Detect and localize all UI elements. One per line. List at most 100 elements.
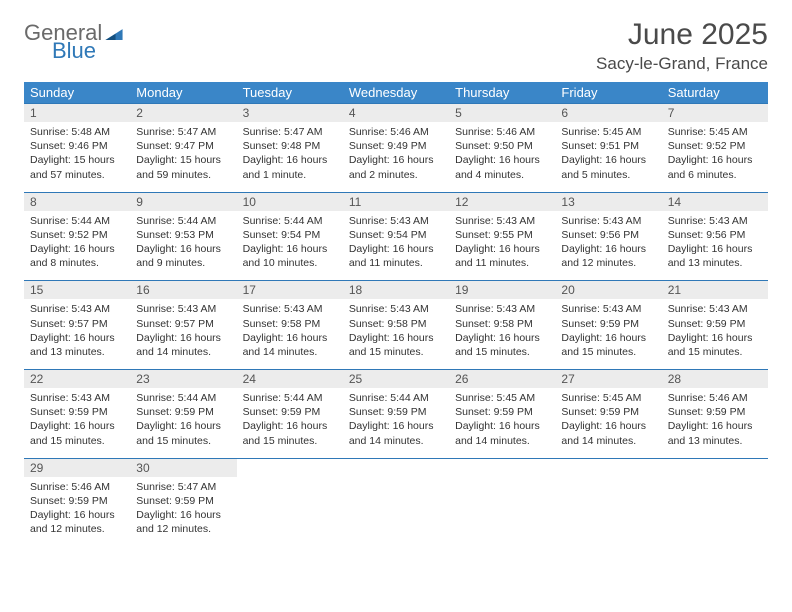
sunrise-line: Sunrise: 5:43 AM (30, 302, 124, 316)
day-detail-cell: Sunrise: 5:43 AMSunset: 9:57 PMDaylight:… (24, 299, 130, 369)
daylight-line: Daylight: 16 hours and 8 minutes. (30, 242, 124, 270)
week-detail-row: Sunrise: 5:48 AMSunset: 9:46 PMDaylight:… (24, 122, 768, 192)
month-title: June 2025 (596, 18, 768, 52)
sunrise-line: Sunrise: 5:44 AM (243, 214, 337, 228)
sunrise-line: Sunrise: 5:46 AM (349, 125, 443, 139)
dow-saturday: Saturday (662, 82, 768, 104)
sunset-line: Sunset: 9:59 PM (561, 317, 655, 331)
day-detail-cell: Sunrise: 5:43 AMSunset: 9:59 PMDaylight:… (662, 299, 768, 369)
sunrise-line: Sunrise: 5:48 AM (30, 125, 124, 139)
day-detail-cell: Sunrise: 5:43 AMSunset: 9:56 PMDaylight:… (555, 211, 661, 281)
day-number-cell: 3 (237, 104, 343, 123)
day-detail-cell: Sunrise: 5:48 AMSunset: 9:46 PMDaylight:… (24, 122, 130, 192)
daylight-line: Daylight: 16 hours and 2 minutes. (349, 153, 443, 181)
day-number-cell: 21 (662, 281, 768, 300)
header: GeneralBlue June 2025 Sacy-le-Grand, Fra… (24, 18, 768, 74)
sunset-line: Sunset: 9:59 PM (561, 405, 655, 419)
sunset-line: Sunset: 9:54 PM (243, 228, 337, 242)
daylight-line: Daylight: 16 hours and 14 minutes. (349, 419, 443, 447)
day-number-cell: 14 (662, 192, 768, 211)
dow-monday: Monday (130, 82, 236, 104)
location-label: Sacy-le-Grand, France (596, 54, 768, 74)
day-number-cell: 11 (343, 192, 449, 211)
sunset-line: Sunset: 9:58 PM (455, 317, 549, 331)
day-detail-cell: Sunrise: 5:44 AMSunset: 9:54 PMDaylight:… (237, 211, 343, 281)
sunset-line: Sunset: 9:58 PM (243, 317, 337, 331)
sunset-line: Sunset: 9:59 PM (136, 405, 230, 419)
day-number-cell: 6 (555, 104, 661, 123)
sunset-line: Sunset: 9:55 PM (455, 228, 549, 242)
sunset-line: Sunset: 9:59 PM (349, 405, 443, 419)
day-number-cell: 22 (24, 370, 130, 389)
day-number-cell: 18 (343, 281, 449, 300)
sunrise-line: Sunrise: 5:47 AM (136, 480, 230, 494)
day-number-cell: 19 (449, 281, 555, 300)
sunrise-line: Sunrise: 5:43 AM (349, 214, 443, 228)
sunrise-line: Sunrise: 5:45 AM (561, 125, 655, 139)
sunrise-line: Sunrise: 5:47 AM (136, 125, 230, 139)
title-block: June 2025 Sacy-le-Grand, France (596, 18, 768, 74)
dow-tuesday: Tuesday (237, 82, 343, 104)
day-detail-cell: Sunrise: 5:44 AMSunset: 9:53 PMDaylight:… (130, 211, 236, 281)
day-detail-cell (343, 477, 449, 547)
day-number-cell (343, 458, 449, 477)
day-number-cell: 5 (449, 104, 555, 123)
daylight-line: Daylight: 16 hours and 13 minutes. (668, 419, 762, 447)
week-daynum-row: 22232425262728 (24, 370, 768, 389)
day-detail-cell: Sunrise: 5:43 AMSunset: 9:54 PMDaylight:… (343, 211, 449, 281)
day-detail-cell: Sunrise: 5:44 AMSunset: 9:59 PMDaylight:… (130, 388, 236, 458)
daylight-line: Daylight: 16 hours and 14 minutes. (243, 331, 337, 359)
week-daynum-row: 891011121314 (24, 192, 768, 211)
sunset-line: Sunset: 9:59 PM (30, 494, 124, 508)
sunrise-line: Sunrise: 5:44 AM (30, 214, 124, 228)
dow-wednesday: Wednesday (343, 82, 449, 104)
day-number-cell: 17 (237, 281, 343, 300)
day-detail-cell: Sunrise: 5:46 AMSunset: 9:49 PMDaylight:… (343, 122, 449, 192)
day-detail-cell: Sunrise: 5:45 AMSunset: 9:59 PMDaylight:… (555, 388, 661, 458)
daylight-line: Daylight: 16 hours and 15 minutes. (30, 419, 124, 447)
day-number-cell: 26 (449, 370, 555, 389)
sunset-line: Sunset: 9:56 PM (561, 228, 655, 242)
sunrise-line: Sunrise: 5:45 AM (455, 391, 549, 405)
day-number-cell (449, 458, 555, 477)
sunset-line: Sunset: 9:57 PM (30, 317, 124, 331)
day-number-cell: 1 (24, 104, 130, 123)
week-daynum-row: 15161718192021 (24, 281, 768, 300)
day-detail-cell: Sunrise: 5:43 AMSunset: 9:59 PMDaylight:… (555, 299, 661, 369)
week-detail-row: Sunrise: 5:43 AMSunset: 9:57 PMDaylight:… (24, 299, 768, 369)
daylight-line: Daylight: 16 hours and 15 minutes. (668, 331, 762, 359)
daylight-line: Daylight: 16 hours and 9 minutes. (136, 242, 230, 270)
sunrise-line: Sunrise: 5:47 AM (243, 125, 337, 139)
sunset-line: Sunset: 9:51 PM (561, 139, 655, 153)
day-number-cell: 15 (24, 281, 130, 300)
sunset-line: Sunset: 9:52 PM (30, 228, 124, 242)
day-number-cell: 25 (343, 370, 449, 389)
day-number-cell: 9 (130, 192, 236, 211)
daylight-line: Daylight: 16 hours and 5 minutes. (561, 153, 655, 181)
day-detail-cell: Sunrise: 5:43 AMSunset: 9:56 PMDaylight:… (662, 211, 768, 281)
logo-text-blue: Blue (52, 40, 124, 62)
day-number-cell: 20 (555, 281, 661, 300)
sunset-line: Sunset: 9:48 PM (243, 139, 337, 153)
sunset-line: Sunset: 9:59 PM (668, 405, 762, 419)
day-detail-cell: Sunrise: 5:46 AMSunset: 9:50 PMDaylight:… (449, 122, 555, 192)
day-number-cell: 29 (24, 458, 130, 477)
week-detail-row: Sunrise: 5:44 AMSunset: 9:52 PMDaylight:… (24, 211, 768, 281)
sunset-line: Sunset: 9:59 PM (30, 405, 124, 419)
dow-friday: Friday (555, 82, 661, 104)
day-detail-cell: Sunrise: 5:44 AMSunset: 9:52 PMDaylight:… (24, 211, 130, 281)
sunrise-line: Sunrise: 5:43 AM (455, 302, 549, 316)
daylight-line: Daylight: 15 hours and 59 minutes. (136, 153, 230, 181)
sunset-line: Sunset: 9:52 PM (668, 139, 762, 153)
calendar-table: Sunday Monday Tuesday Wednesday Thursday… (24, 82, 768, 546)
daylight-line: Daylight: 16 hours and 11 minutes. (349, 242, 443, 270)
day-number-cell (555, 458, 661, 477)
daylight-line: Daylight: 16 hours and 14 minutes. (455, 419, 549, 447)
sunset-line: Sunset: 9:59 PM (668, 317, 762, 331)
day-detail-cell: Sunrise: 5:43 AMSunset: 9:58 PMDaylight:… (343, 299, 449, 369)
daylight-line: Daylight: 16 hours and 12 minutes. (30, 508, 124, 536)
daylight-line: Daylight: 16 hours and 14 minutes. (136, 331, 230, 359)
dow-thursday: Thursday (449, 82, 555, 104)
sunset-line: Sunset: 9:59 PM (243, 405, 337, 419)
day-detail-cell: Sunrise: 5:45 AMSunset: 9:51 PMDaylight:… (555, 122, 661, 192)
